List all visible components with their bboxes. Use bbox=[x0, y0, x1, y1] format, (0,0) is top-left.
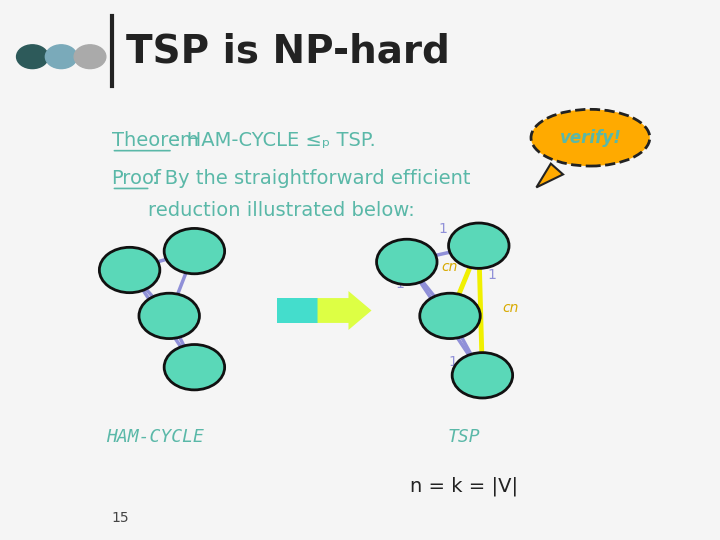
Text: 1: 1 bbox=[438, 222, 447, 237]
Circle shape bbox=[45, 45, 77, 69]
Text: TSP: TSP bbox=[448, 428, 481, 447]
Text: n = k = |V|: n = k = |V| bbox=[410, 476, 518, 496]
Text: HAM-CYCLE: HAM-CYCLE bbox=[106, 428, 204, 447]
Text: TSP is NP-hard: TSP is NP-hard bbox=[126, 32, 450, 70]
Text: : By the straightforward efficient: : By the straightforward efficient bbox=[152, 168, 470, 188]
Text: cn: cn bbox=[503, 301, 519, 315]
Ellipse shape bbox=[531, 109, 649, 166]
Circle shape bbox=[420, 293, 480, 339]
FancyArrow shape bbox=[318, 291, 372, 330]
Circle shape bbox=[99, 247, 160, 293]
Text: cn: cn bbox=[442, 260, 458, 274]
Text: verify!: verify! bbox=[559, 129, 621, 147]
Text: : HAM-CYCLE ≤ₚ TSP.: : HAM-CYCLE ≤ₚ TSP. bbox=[174, 131, 376, 150]
FancyArrow shape bbox=[277, 298, 318, 323]
Circle shape bbox=[139, 293, 199, 339]
Polygon shape bbox=[536, 164, 563, 187]
Circle shape bbox=[17, 45, 48, 69]
Circle shape bbox=[164, 345, 225, 390]
Circle shape bbox=[452, 353, 513, 398]
Circle shape bbox=[164, 228, 225, 274]
Text: 1: 1 bbox=[395, 276, 404, 291]
Text: 1: 1 bbox=[449, 355, 458, 369]
Text: Proof: Proof bbox=[112, 168, 161, 188]
Text: Theorem: Theorem bbox=[112, 131, 199, 150]
Circle shape bbox=[377, 239, 437, 285]
Text: reduction illustrated below:: reduction illustrated below: bbox=[148, 201, 414, 220]
Circle shape bbox=[449, 223, 509, 268]
Circle shape bbox=[74, 45, 106, 69]
Text: 15: 15 bbox=[112, 511, 129, 525]
Text: 1: 1 bbox=[487, 268, 496, 282]
